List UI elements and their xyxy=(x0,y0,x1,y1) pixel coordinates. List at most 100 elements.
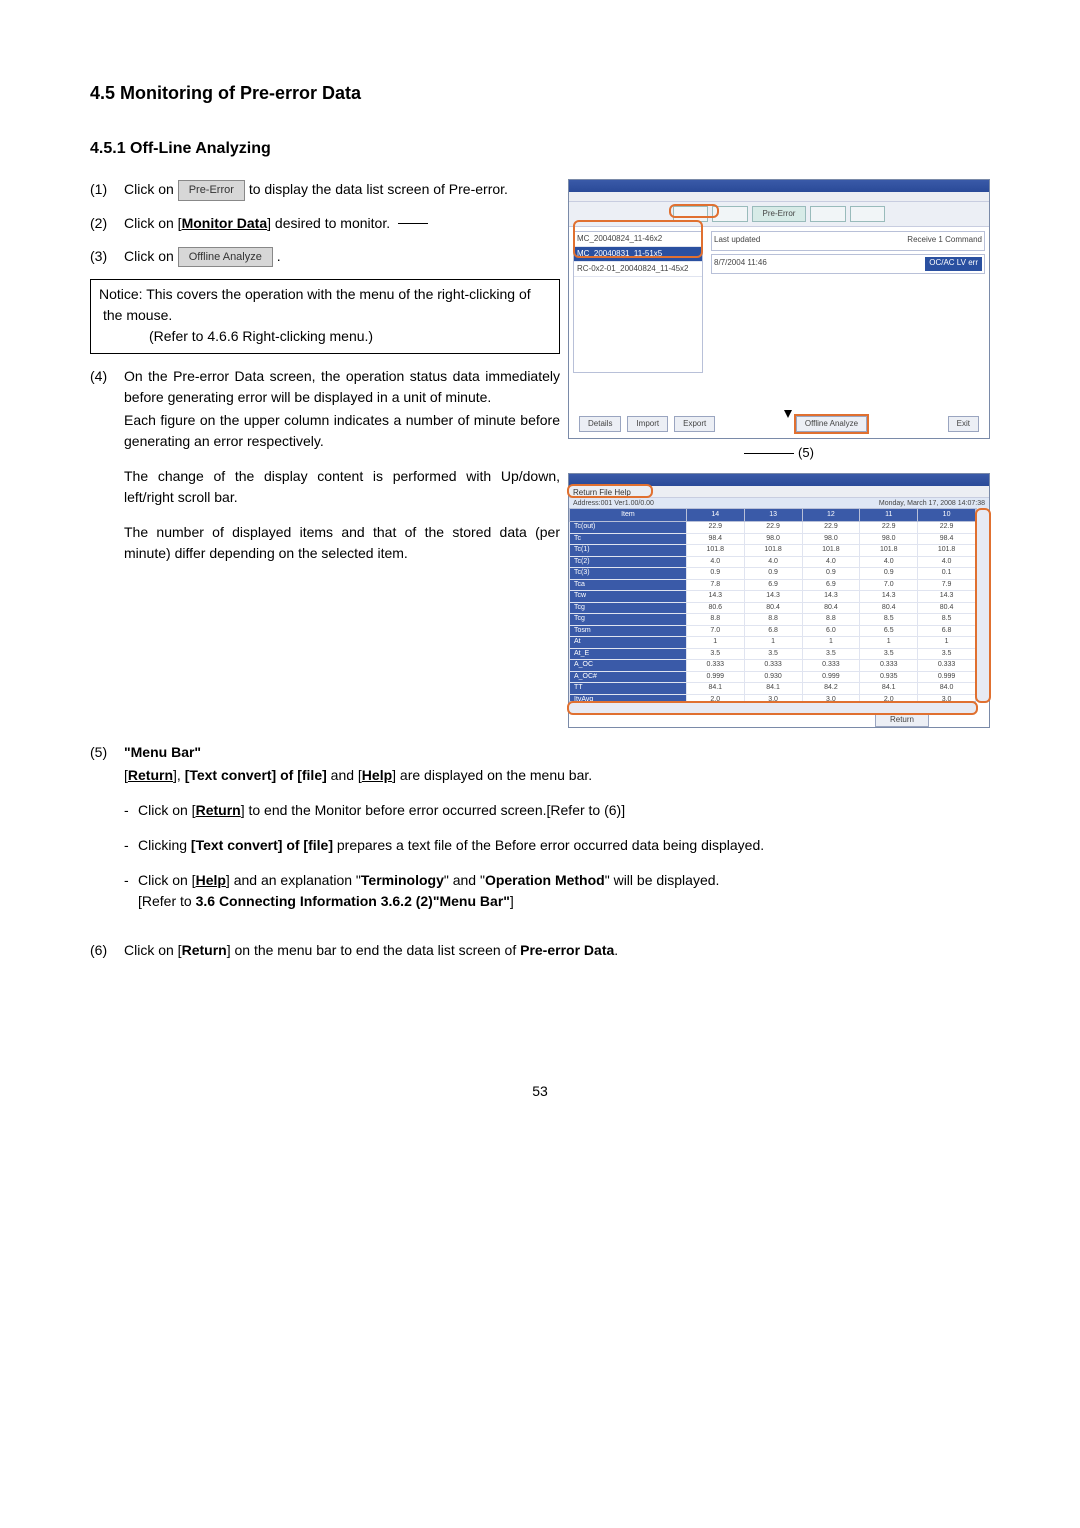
table-cell: 3.5 xyxy=(918,648,976,660)
table-cell: 0.999 xyxy=(918,671,976,683)
notice-ref: (Refer to 4.6.6 Right-clicking menu.) xyxy=(99,326,551,347)
table-cell: 101.8 xyxy=(744,545,802,557)
table-cell: 8.5 xyxy=(860,614,918,626)
table-row: A_OC#0.9990.9300.9990.9350.999 xyxy=(570,671,976,683)
table-cell: Tc(out) xyxy=(570,522,687,534)
instructions-column: (1) Click on Pre-Error to display the da… xyxy=(90,179,560,590)
table-cell: Tcw xyxy=(570,591,687,603)
text: Each figure on the upper column indicate… xyxy=(124,410,560,452)
step-num: (6) xyxy=(90,940,124,961)
step-num: (2) xyxy=(90,213,124,234)
table-header: 10 xyxy=(918,508,976,522)
table-header: 12 xyxy=(802,508,860,522)
table-cell: 3.5 xyxy=(744,648,802,660)
step-2: (2) Click on [Monitor Data] desired to m… xyxy=(90,213,560,234)
table-cell: 0.333 xyxy=(744,660,802,672)
text: ] desired to monitor. xyxy=(267,215,390,231)
table-cell: 0.930 xyxy=(744,671,802,683)
table-row: At_E3.53.53.53.53.5 xyxy=(570,648,976,660)
offline-analyze-button[interactable]: Offline Analyze xyxy=(796,416,867,432)
table-cell: 101.8 xyxy=(860,545,918,557)
monitor-data-link: Monitor Data xyxy=(182,215,268,231)
text: [Return], [Text convert] of [file] and [… xyxy=(124,765,990,786)
details-button[interactable]: Details xyxy=(579,416,621,432)
step-num: (4) xyxy=(90,366,124,578)
table-cell: A_OC# xyxy=(570,671,687,683)
table-cell: 80.4 xyxy=(860,602,918,614)
table-cell: 14.3 xyxy=(918,591,976,603)
table-cell: 80.4 xyxy=(744,602,802,614)
table-row: Tc(2)4.04.04.04.04.0 xyxy=(570,556,976,568)
callout xyxy=(669,204,719,218)
import-button[interactable]: Import xyxy=(627,416,668,432)
tab[interactable] xyxy=(810,206,845,222)
table-cell: 84.1 xyxy=(744,683,802,695)
offline-analyze-button[interactable]: Offline Analyze xyxy=(178,247,273,268)
info-panel: Last updated Receive 1 Command xyxy=(711,231,985,251)
tab[interactable] xyxy=(850,206,885,222)
step-num: (1) xyxy=(90,179,124,201)
table-cell: Tc(2) xyxy=(570,556,687,568)
bullet: - Clicking [Text convert] of [file] prep… xyxy=(124,835,990,856)
arrow-icon xyxy=(784,410,792,418)
table-cell: 22.9 xyxy=(918,522,976,534)
table-cell: At xyxy=(570,637,687,649)
table-cell: 3.5 xyxy=(686,648,744,660)
subsection-title-text: Off-Line Analyzing xyxy=(130,140,271,157)
text: The number of displayed items and that o… xyxy=(124,522,560,564)
table-cell: 101.8 xyxy=(802,545,860,557)
step-1: (1) Click on Pre-Error to display the da… xyxy=(90,179,560,201)
table-cell: Tcg xyxy=(570,614,687,626)
table-cell: 1 xyxy=(744,637,802,649)
table-cell: 3.5 xyxy=(860,648,918,660)
table-cell: 14.3 xyxy=(744,591,802,603)
step-5: (5) "Menu Bar" [Return], [Text convert] … xyxy=(90,742,990,926)
table-row: Tcw14.314.314.314.314.3 xyxy=(570,591,976,603)
table-cell: 8.5 xyxy=(918,614,976,626)
table-row: Tc(out)22.922.922.922.922.9 xyxy=(570,522,976,534)
return-button[interactable]: Return xyxy=(875,713,929,727)
table-cell: 0.9 xyxy=(802,568,860,580)
table-cell: 0.333 xyxy=(802,660,860,672)
table-cell: 0.333 xyxy=(860,660,918,672)
table-cell: 4.0 xyxy=(802,556,860,568)
table-cell: 22.9 xyxy=(686,522,744,534)
data-table: Item1413121110Tc(out)22.922.922.922.922.… xyxy=(569,508,976,701)
notice-text: Notice: This covers the operation with t… xyxy=(99,284,551,326)
table-row: A_OC0.3330.3330.3330.3330.333 xyxy=(570,660,976,672)
table-cell: 0.999 xyxy=(686,671,744,683)
screenshots-column: Pre-Error MC_20040824_11-46x2 MC_2004083… xyxy=(568,179,990,728)
exit-button[interactable]: Exit xyxy=(948,416,979,432)
step-6: (6) Click on [Return] on the menu bar to… xyxy=(90,940,990,961)
table-cell: 7.0 xyxy=(686,625,744,637)
table-cell: 1 xyxy=(802,637,860,649)
table-cell: 84.0 xyxy=(918,683,976,695)
table-cell: 8.8 xyxy=(802,614,860,626)
annotation-5: (5) xyxy=(568,443,990,463)
table-header: 11 xyxy=(860,508,918,522)
table-cell: 0.9 xyxy=(744,568,802,580)
callout xyxy=(567,701,978,715)
button-row: Details Import Export Offline Analyze Ex… xyxy=(569,416,989,432)
table-cell: 14.3 xyxy=(802,591,860,603)
table-header: 14 xyxy=(686,508,744,522)
table-cell: 22.9 xyxy=(860,522,918,534)
table-cell: 6.8 xyxy=(744,625,802,637)
text: "Menu Bar" xyxy=(124,744,201,760)
table-cell: 4.0 xyxy=(918,556,976,568)
table-cell: 1 xyxy=(686,637,744,649)
bullet: - Click on [Help] and an explanation "Te… xyxy=(124,870,990,912)
table-cell: 7.9 xyxy=(918,579,976,591)
step-num: (5) xyxy=(90,742,124,926)
label: Last updated xyxy=(714,234,760,248)
pre-error-button[interactable]: Pre-Error xyxy=(178,180,245,201)
table-cell: A_OC xyxy=(570,660,687,672)
table-cell: 98.0 xyxy=(802,533,860,545)
table-cell: 6.0 xyxy=(802,625,860,637)
list-item[interactable]: RC-0x2-01_20040824_11-45x2 xyxy=(574,262,702,277)
table-cell: 0.9 xyxy=(860,568,918,580)
table-cell: 101.8 xyxy=(918,545,976,557)
menu-bar-heading: "Menu Bar" xyxy=(124,742,990,763)
export-button[interactable]: Export xyxy=(674,416,715,432)
tab-pre-error[interactable]: Pre-Error xyxy=(752,206,807,222)
